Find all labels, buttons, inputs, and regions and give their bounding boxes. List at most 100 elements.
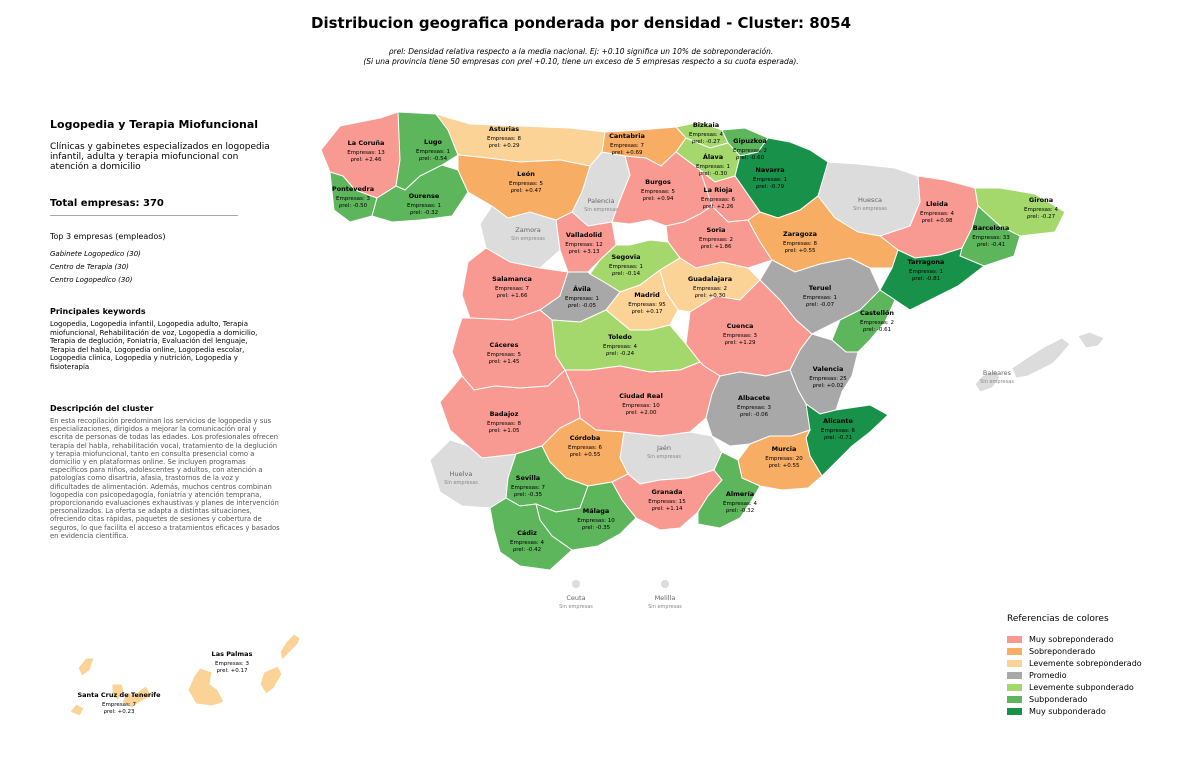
province-name-label: Cáceres bbox=[490, 341, 519, 349]
province-count-label: Empresas: 1 bbox=[565, 296, 599, 302]
province-density-label: ρrel: -0.35 bbox=[514, 492, 543, 498]
province-no-data-label: Sin empresas bbox=[511, 236, 545, 242]
legend-swatch bbox=[1007, 683, 1022, 691]
province-name-label: Castellón bbox=[860, 309, 894, 317]
province-density-label: ρrel: +1.66 bbox=[497, 293, 529, 299]
province-count-label: Empresas: 13 bbox=[347, 150, 385, 156]
province-density-label: ρrel: -0.27 bbox=[692, 139, 721, 145]
province-density-label: ρrel: +0.47 bbox=[511, 188, 543, 194]
province-count-label: Empresas: 6 bbox=[821, 428, 856, 434]
province-count-label: Empresas: 8 bbox=[783, 241, 818, 247]
province-santa-cruz-de-tenerife bbox=[77, 657, 95, 677]
province-density-label: ρrel: +2.26 bbox=[703, 204, 735, 210]
cluster-short-description: Clínicas y gabinetes especializados en l… bbox=[50, 142, 270, 172]
color-legend: Referencias de colores Muy sobreponderad… bbox=[1007, 614, 1177, 717]
province-name-label: Ourense bbox=[409, 192, 440, 200]
province-density-label: ρrel: +0.30 bbox=[695, 293, 727, 299]
province-count-label: Empresas: 6 bbox=[701, 197, 736, 203]
province-density-label: ρrel: +0.55 bbox=[570, 452, 602, 458]
cluster-name: Logopedia y Terapia Miofuncional bbox=[50, 118, 259, 131]
province-density-label: ρrel: -0.24 bbox=[606, 351, 635, 357]
province-count-label: Empresas: 95 bbox=[628, 302, 666, 308]
legend-item: Sobreponderado bbox=[1007, 645, 1177, 657]
province-no-data-label: Sin empresas bbox=[980, 379, 1014, 385]
province-name-label: Guadalajara bbox=[688, 275, 732, 283]
legend-swatch bbox=[1007, 659, 1022, 667]
province-name-label: Sevilla bbox=[516, 474, 540, 482]
province-baleares bbox=[974, 369, 1001, 393]
province-count-label: Empresas: 33 bbox=[972, 235, 1010, 241]
legend-label: Levemente subponderado bbox=[1029, 682, 1134, 692]
province-density-label: ρrel: +0.55 bbox=[785, 248, 817, 254]
province-count-label: Empresas: 4 bbox=[510, 540, 545, 546]
province-density-label: ρrel: +0.02 bbox=[813, 383, 844, 389]
province-count-label: Empresas: 2 bbox=[860, 320, 894, 326]
province-count-label: Empresas: 2 bbox=[733, 148, 767, 154]
province-count-label: Empresas: 3 bbox=[723, 333, 758, 339]
province-count-label: Empresas: 5 bbox=[641, 189, 676, 195]
province-count-label: Empresas: 5 bbox=[509, 181, 544, 187]
province-density-label: ρrel: +0.23 bbox=[104, 709, 136, 715]
province-name-label: Melilla bbox=[655, 594, 676, 602]
province-name-label: Huelva bbox=[450, 470, 473, 478]
province-density-label: ρrel: -0.54 bbox=[419, 156, 448, 162]
legend-label: Subponderado bbox=[1029, 694, 1088, 704]
province-density-label: ρrel: +2.46 bbox=[351, 157, 383, 163]
legend-swatch bbox=[1007, 647, 1022, 655]
description-title: Descripción del cluster bbox=[50, 404, 154, 413]
province-count-label: Empresas: 15 bbox=[648, 499, 686, 505]
province-count-label: Empresas: 3 bbox=[215, 661, 250, 667]
province-name-label: Alicante bbox=[823, 417, 853, 425]
province-name-label: Palencia bbox=[588, 197, 615, 205]
province-count-label: Empresas: 4 bbox=[689, 132, 724, 138]
province-name-label: Zamora bbox=[515, 226, 540, 234]
province-name-label: Las Palmas bbox=[212, 650, 253, 658]
province-santa-cruz-de-tenerife bbox=[69, 703, 85, 717]
province-name-label: Almería bbox=[726, 490, 754, 498]
province-count-label: Empresas: 6 bbox=[568, 445, 603, 451]
province-count-label: Empresas: 20 bbox=[765, 456, 803, 462]
province-density-label: ρrel: -0.07 bbox=[806, 302, 835, 308]
legend-item: Levemente sobreponderado bbox=[1007, 657, 1177, 669]
keywords-title: Principales keywords bbox=[50, 307, 146, 316]
province-count-label: Empresas: 8 bbox=[487, 421, 522, 427]
province-name-label: Cantabria bbox=[609, 132, 645, 140]
province-name-label: Albacete bbox=[738, 394, 771, 402]
legend-label: Levemente sobreponderado bbox=[1029, 658, 1142, 668]
province-name-label: Zaragoza bbox=[783, 230, 817, 238]
province-density-label: ρrel: -0.32 bbox=[726, 508, 754, 514]
legend-item: Muy subponderado bbox=[1007, 705, 1177, 717]
province-no-data-label: Sin empresas bbox=[647, 454, 681, 460]
province-density-label: ρrel: +1.29 bbox=[725, 340, 757, 346]
top3-company: Centro Logopedico (30) bbox=[50, 276, 133, 284]
province-count-label: Empresas: 1 bbox=[803, 295, 837, 301]
province-name-label: Soria bbox=[707, 226, 726, 234]
province-name-label: Santa Cruz de Tenerife bbox=[77, 691, 161, 699]
province-name-label: Lleida bbox=[926, 200, 948, 208]
province-density-label: ρrel: +0.17 bbox=[217, 668, 249, 674]
province-density-label: ρrel: +1.05 bbox=[489, 428, 521, 434]
legend-item: Levemente subponderado bbox=[1007, 681, 1177, 693]
province-count-label: Empresas: 1 bbox=[416, 149, 450, 155]
province-no-data-label: Sin empresas bbox=[584, 207, 618, 213]
province-name-label: La Coruña bbox=[348, 139, 385, 147]
province-name-label: La Rioja bbox=[703, 186, 732, 194]
legend-label: Muy sobreponderado bbox=[1029, 634, 1114, 644]
province-name-label: Cádiz bbox=[517, 529, 537, 537]
province-name-label: Salamanca bbox=[492, 275, 532, 283]
province-count-label: Empresas: 12 bbox=[565, 242, 603, 248]
province-density-label: ρrel: -0.71 bbox=[824, 435, 852, 441]
province-count-label: Empresas: 1 bbox=[407, 203, 441, 209]
province-name-label: Segovia bbox=[611, 253, 640, 261]
province-count-label: Empresas: 25 bbox=[809, 376, 847, 382]
province-density-label: ρrel: -0.50 bbox=[339, 203, 368, 209]
province-density-label: ρrel: +0.29 bbox=[489, 143, 521, 149]
province-count-label: Empresas: 2 bbox=[699, 237, 733, 243]
province-density-label: ρrel: -0.35 bbox=[582, 525, 611, 531]
province-count-label: Empresas: 2 bbox=[693, 286, 727, 292]
province-density-label: ρrel: -0.06 bbox=[740, 412, 769, 418]
province-name-label: Ávila bbox=[573, 284, 591, 293]
province-name-label: Toledo bbox=[608, 333, 632, 341]
province-no-data-label: Sin empresas bbox=[853, 206, 887, 212]
province-cáceres bbox=[451, 309, 566, 391]
